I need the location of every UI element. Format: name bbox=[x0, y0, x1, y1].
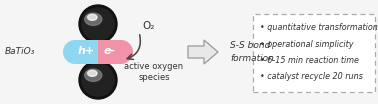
Circle shape bbox=[79, 61, 117, 99]
Bar bbox=[75, 40, 98, 64]
Circle shape bbox=[79, 5, 117, 43]
Ellipse shape bbox=[88, 14, 97, 20]
Wedge shape bbox=[63, 40, 75, 64]
Text: e-: e- bbox=[104, 46, 116, 56]
Circle shape bbox=[82, 64, 114, 96]
Text: O₂: O₂ bbox=[143, 21, 155, 31]
Ellipse shape bbox=[88, 70, 97, 76]
Ellipse shape bbox=[85, 69, 102, 81]
Ellipse shape bbox=[85, 13, 102, 25]
Text: active oxygen
species: active oxygen species bbox=[124, 62, 184, 82]
FancyBboxPatch shape bbox=[253, 14, 375, 92]
Text: • 6-15 min reaction time: • 6-15 min reaction time bbox=[260, 56, 359, 65]
Text: h+: h+ bbox=[78, 46, 95, 56]
Text: • operational simplicity: • operational simplicity bbox=[260, 40, 353, 49]
Wedge shape bbox=[121, 40, 133, 64]
Bar bbox=[98, 40, 121, 64]
PathPatch shape bbox=[188, 40, 218, 64]
Text: S-S bond
formation: S-S bond formation bbox=[230, 41, 274, 63]
Text: BaTiO₃: BaTiO₃ bbox=[5, 48, 36, 56]
Text: • catalyst recycle 20 runs: • catalyst recycle 20 runs bbox=[260, 72, 363, 81]
Text: • quantitative transformation: • quantitative transformation bbox=[260, 23, 378, 32]
Circle shape bbox=[82, 8, 114, 40]
